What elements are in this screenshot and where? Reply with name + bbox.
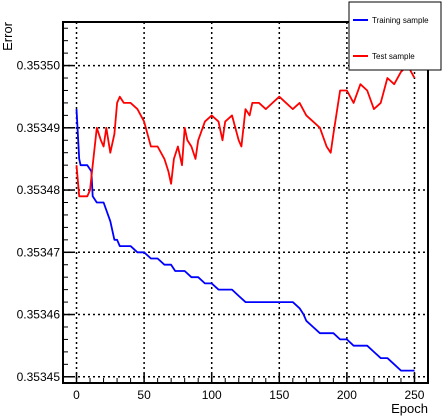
y-axis-title: Error bbox=[0, 21, 15, 51]
grid-lines bbox=[63, 22, 428, 383]
legend-box bbox=[348, 1, 442, 71]
legend-label-test: Test sample bbox=[372, 52, 415, 61]
y-tick-label: 0.35345 bbox=[17, 370, 61, 384]
x-axis-title: Epoch bbox=[391, 401, 428, 416]
y-tick-label: 0.35348 bbox=[17, 183, 61, 197]
x-tick-label: 0 bbox=[73, 388, 80, 402]
series-line-test bbox=[75, 64, 416, 198]
legend: Training sample Test sample bbox=[348, 1, 442, 71]
y-tick-label: 0.35350 bbox=[17, 59, 61, 73]
x-tick-label: 250 bbox=[404, 388, 424, 402]
series-line-training bbox=[75, 109, 415, 372]
x-tick-label: 50 bbox=[137, 388, 151, 402]
series-lines bbox=[75, 64, 416, 372]
y-tick-label: 0.35347 bbox=[17, 245, 61, 259]
x-tick-label: 100 bbox=[202, 388, 222, 402]
x-tick-label: 150 bbox=[269, 388, 289, 402]
x-tick-label: 200 bbox=[337, 388, 357, 402]
y-tick-label: 0.35346 bbox=[17, 308, 61, 322]
y-tick-label: 0.35349 bbox=[17, 121, 61, 135]
axis-ticks: 0 50 100 150 200 250 0.35345 0.35346 0.35347 0.35… bbox=[17, 27, 429, 402]
legend-label-training: Training sample bbox=[372, 16, 429, 25]
